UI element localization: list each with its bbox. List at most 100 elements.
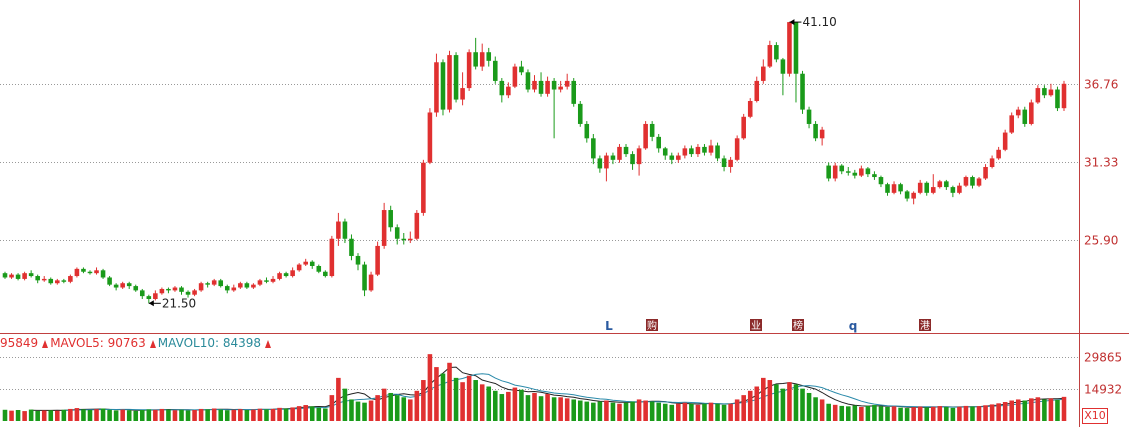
volume-bar — [950, 407, 956, 421]
candle-body — [826, 165, 831, 179]
candle — [401, 233, 407, 245]
volume-bar — [741, 395, 746, 421]
candle-body — [388, 210, 393, 228]
candle — [120, 281, 125, 289]
candle — [813, 121, 818, 142]
candle — [290, 267, 295, 278]
candle — [617, 144, 622, 163]
candle-body — [434, 62, 439, 113]
candle — [885, 182, 890, 196]
candle-body — [754, 80, 760, 101]
candle-body — [172, 287, 178, 291]
volume-bar — [499, 394, 505, 421]
volume-bar — [100, 408, 106, 421]
candle-body — [610, 155, 616, 160]
candle-body — [734, 138, 740, 160]
candle-body — [473, 52, 478, 67]
volume-bar — [623, 402, 629, 421]
volume-bar — [257, 408, 263, 421]
candle-body — [584, 123, 590, 139]
candle — [564, 73, 570, 90]
candle-body — [950, 187, 956, 193]
volume-bar — [832, 404, 838, 421]
candle-body — [852, 172, 858, 176]
volume-bar — [120, 409, 125, 421]
candle-body — [479, 52, 485, 67]
candle — [15, 273, 21, 281]
candle-body — [296, 264, 302, 271]
volume-bar — [368, 400, 374, 421]
candle-body — [623, 146, 629, 155]
candle — [185, 290, 191, 298]
candle-body — [970, 177, 975, 186]
volume-bar — [166, 409, 171, 421]
volume-bar — [597, 401, 603, 421]
candle — [734, 135, 740, 162]
candle — [1009, 112, 1014, 134]
candle-body — [728, 159, 733, 167]
candle-body — [577, 103, 583, 124]
candle — [113, 283, 119, 291]
candle — [656, 134, 661, 153]
candle-body — [309, 261, 315, 266]
volume-bar — [584, 401, 590, 421]
event-marker-label: 业 — [751, 320, 761, 332]
candle-body — [676, 155, 681, 160]
candle-body — [669, 155, 675, 160]
candle — [238, 281, 243, 289]
volume-bar — [68, 408, 73, 421]
candle — [100, 268, 106, 279]
candle-body — [682, 148, 688, 156]
candle-body — [277, 273, 282, 279]
volume-bar — [244, 410, 250, 421]
candle-body — [179, 287, 184, 292]
volume-bar — [22, 411, 27, 421]
candle-body — [689, 148, 694, 155]
volume-bar — [388, 392, 393, 421]
candle — [996, 146, 1001, 160]
volume-bar — [139, 410, 145, 421]
volume-bar — [682, 402, 688, 421]
candle — [571, 78, 577, 107]
candle — [270, 276, 276, 284]
volume-bar — [545, 394, 550, 421]
low-arrowhead — [148, 300, 154, 307]
candle — [741, 113, 746, 140]
candle — [761, 59, 766, 84]
volume-bar — [81, 409, 86, 421]
candle — [68, 274, 73, 284]
candle-body — [957, 185, 962, 193]
candle — [1061, 80, 1067, 112]
volume-bar — [525, 395, 531, 421]
volume-bar — [826, 403, 831, 421]
candle-body — [1055, 89, 1060, 109]
candle-body — [819, 129, 825, 139]
volume-bar — [1061, 396, 1067, 421]
candle — [630, 151, 635, 170]
volume-bar — [996, 403, 1001, 421]
candle-body — [427, 112, 433, 163]
volume-bar — [819, 399, 825, 421]
volume-bar — [355, 401, 361, 421]
candle — [924, 181, 930, 196]
candle — [381, 202, 387, 249]
candle-body — [930, 187, 936, 193]
volume-bar — [532, 392, 537, 421]
candle — [1029, 99, 1034, 126]
event-marker: 业 — [750, 319, 762, 332]
volume-bar — [734, 399, 740, 421]
volume-bar — [617, 403, 622, 421]
candle — [440, 59, 446, 116]
candle-body — [1002, 132, 1008, 150]
candle-body — [630, 154, 635, 165]
volume-bar — [898, 407, 903, 421]
volume-tick-label: 14932 — [1084, 383, 1122, 397]
candle-body — [264, 280, 269, 282]
volume-multiplier[interactable]: X10 — [1082, 408, 1108, 424]
volume-bar — [41, 410, 47, 421]
candle-body — [558, 86, 563, 90]
volume-bar — [591, 402, 596, 421]
volume-bar — [538, 396, 544, 421]
volume-bar — [747, 390, 753, 421]
candle — [904, 189, 910, 202]
